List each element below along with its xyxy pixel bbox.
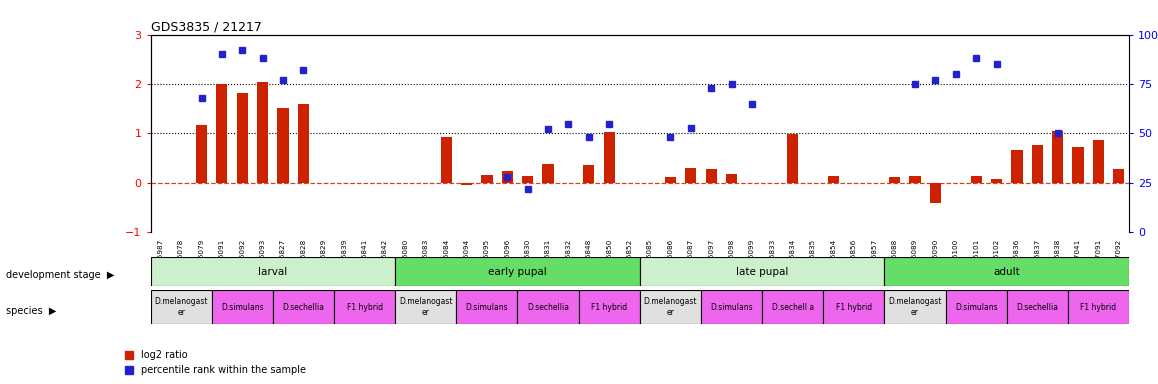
- Bar: [1006, 290, 1068, 324]
- Text: D.simulans: D.simulans: [466, 303, 508, 312]
- Bar: [212, 290, 273, 324]
- Bar: [395, 290, 456, 324]
- Text: larval: larval: [258, 266, 287, 277]
- Bar: [665, 177, 676, 183]
- Bar: [787, 134, 798, 183]
- Text: development stage  ▶: development stage ▶: [6, 270, 115, 280]
- Bar: [705, 169, 717, 183]
- Text: late pupal: late pupal: [736, 266, 789, 277]
- Bar: [823, 290, 885, 324]
- Bar: [686, 168, 696, 183]
- Bar: [501, 171, 513, 183]
- Bar: [639, 290, 701, 324]
- Bar: [1068, 290, 1129, 324]
- Bar: [889, 177, 900, 183]
- Bar: [828, 176, 840, 183]
- Bar: [1093, 141, 1104, 183]
- Text: D.sechellia: D.sechellia: [283, 303, 324, 312]
- Bar: [518, 290, 579, 324]
- Text: D.simulans: D.simulans: [710, 303, 753, 312]
- Legend: log2 ratio, percentile rank within the sample: log2 ratio, percentile rank within the s…: [120, 346, 310, 379]
- Text: D.melanogast
er: D.melanogast er: [644, 298, 697, 317]
- Bar: [701, 290, 762, 324]
- Bar: [991, 179, 1002, 183]
- Bar: [456, 290, 518, 324]
- Text: D.sechellia: D.sechellia: [527, 303, 569, 312]
- Bar: [1113, 169, 1124, 183]
- Text: D.melanogast
er: D.melanogast er: [888, 298, 941, 317]
- Bar: [542, 164, 554, 183]
- Bar: [334, 290, 395, 324]
- Bar: [151, 257, 395, 286]
- Bar: [217, 84, 227, 183]
- Bar: [762, 290, 823, 324]
- Bar: [440, 137, 452, 183]
- Bar: [298, 104, 309, 183]
- Bar: [1011, 150, 1023, 183]
- Bar: [1053, 131, 1063, 183]
- Text: GDS3835 / 21217: GDS3835 / 21217: [151, 20, 262, 33]
- Bar: [579, 290, 639, 324]
- Text: F1 hybrid: F1 hybrid: [346, 303, 382, 312]
- Bar: [482, 175, 492, 183]
- Bar: [236, 93, 248, 183]
- Text: D.melanogast
er: D.melanogast er: [154, 298, 208, 317]
- Bar: [273, 290, 334, 324]
- Bar: [885, 290, 946, 324]
- Bar: [603, 132, 615, 183]
- Bar: [151, 290, 212, 324]
- Bar: [970, 176, 982, 183]
- Text: D.melanogast
er: D.melanogast er: [400, 298, 453, 317]
- Text: D.simulans: D.simulans: [955, 303, 997, 312]
- Text: adult: adult: [994, 266, 1020, 277]
- Bar: [278, 108, 288, 183]
- Bar: [196, 124, 207, 183]
- Bar: [909, 176, 921, 183]
- Text: early pupal: early pupal: [489, 266, 547, 277]
- Bar: [1072, 147, 1084, 183]
- Bar: [257, 81, 269, 183]
- Bar: [395, 257, 639, 286]
- Text: F1 hybrid: F1 hybrid: [1080, 303, 1116, 312]
- Text: F1 hybrid: F1 hybrid: [836, 303, 872, 312]
- Bar: [461, 183, 472, 185]
- Bar: [639, 257, 885, 286]
- Bar: [726, 174, 738, 183]
- Text: D.sechellia: D.sechellia: [1017, 303, 1058, 312]
- Text: D.simulans: D.simulans: [221, 303, 264, 312]
- Bar: [946, 290, 1006, 324]
- Text: F1 hybrid: F1 hybrid: [591, 303, 628, 312]
- Bar: [1032, 145, 1043, 183]
- Bar: [584, 165, 594, 183]
- Bar: [885, 257, 1129, 286]
- Bar: [930, 183, 941, 203]
- Text: species  ▶: species ▶: [6, 306, 57, 316]
- Bar: [522, 176, 534, 183]
- Text: D.sechell a: D.sechell a: [771, 303, 814, 312]
